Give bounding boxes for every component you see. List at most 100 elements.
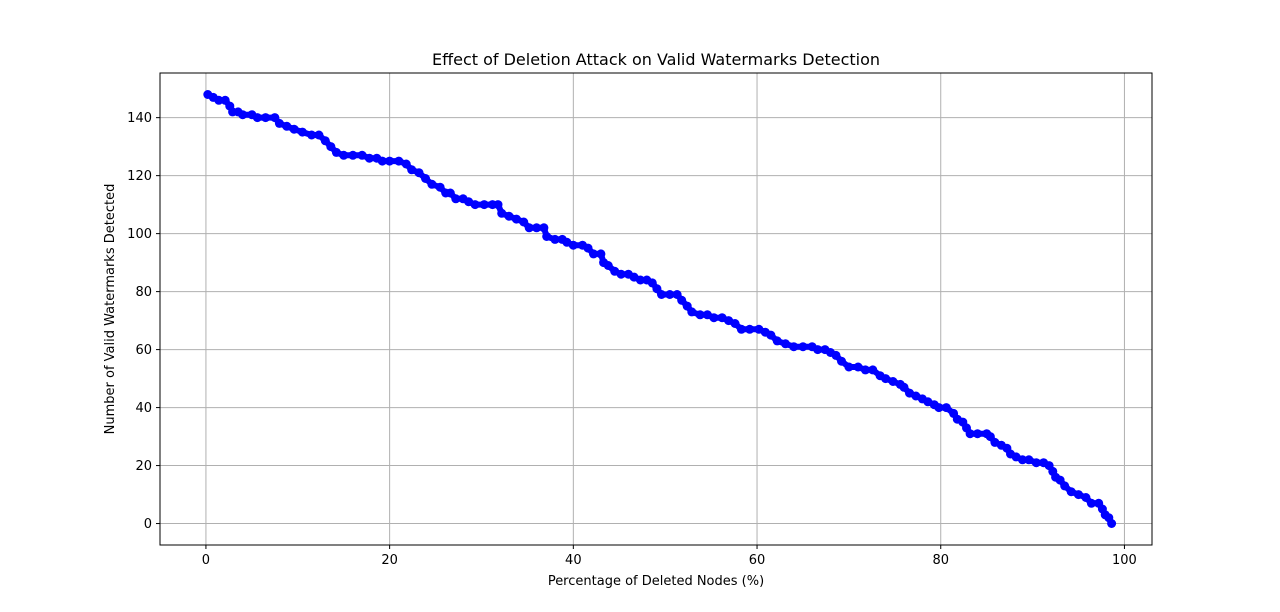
data-point — [274, 118, 284, 128]
data-point — [493, 200, 503, 210]
data-point — [320, 136, 330, 146]
data-point — [899, 382, 909, 392]
y-tick-label: 80 — [135, 285, 152, 300]
y-tick-label: 20 — [135, 459, 152, 474]
data-point — [657, 290, 666, 299]
data-point — [583, 243, 593, 253]
data-point — [297, 127, 307, 137]
data-point — [407, 165, 417, 175]
data-point — [1107, 519, 1117, 528]
data-point — [524, 223, 534, 233]
y-tick-label: 120 — [127, 169, 152, 184]
data-point — [326, 142, 336, 152]
data-point — [339, 150, 349, 160]
data-point — [589, 249, 598, 259]
data-point — [394, 156, 404, 166]
data-point — [1081, 493, 1091, 502]
data-point — [542, 232, 552, 241]
y-tick-label: 40 — [135, 401, 152, 416]
data-point — [568, 240, 578, 250]
data-point — [888, 377, 898, 386]
data-point — [497, 208, 507, 218]
data-point — [709, 313, 719, 323]
data-point — [470, 200, 480, 210]
plot-frame — [159, 72, 1153, 546]
data-point — [479, 200, 489, 210]
data-point — [1074, 490, 1083, 500]
data-point — [357, 150, 367, 160]
x-tick-label: 40 — [565, 553, 582, 568]
data-point — [314, 130, 324, 140]
data-point — [730, 319, 740, 328]
y-tick-label: 0 — [144, 517, 152, 532]
y-tick-label: 60 — [135, 343, 152, 358]
data-point — [616, 269, 626, 279]
data-point — [385, 156, 395, 166]
data-point — [421, 174, 430, 183]
data-point — [687, 307, 697, 317]
data-point — [511, 214, 521, 224]
data-point — [844, 362, 854, 372]
data-point — [238, 110, 248, 120]
data-point — [1024, 455, 1034, 465]
data-point — [1086, 498, 1096, 508]
data-point — [414, 168, 424, 178]
x-tick-label: 100 — [1112, 553, 1137, 568]
grid — [160, 73, 1152, 545]
data-point — [282, 121, 292, 131]
data-point — [766, 330, 776, 340]
data-point — [307, 130, 317, 140]
data-point — [1066, 487, 1076, 497]
data-point — [377, 156, 387, 166]
data-point — [401, 159, 411, 169]
data-point — [603, 261, 613, 270]
data-point — [965, 429, 975, 439]
data-point — [435, 182, 445, 192]
data-point — [331, 147, 341, 157]
x-tick-label: 60 — [749, 553, 766, 568]
data-point — [881, 374, 891, 384]
data-point — [973, 429, 982, 439]
data-point — [665, 290, 675, 299]
data-point — [831, 350, 841, 360]
data-point — [1031, 458, 1041, 468]
data-point — [519, 217, 529, 227]
data-point — [364, 153, 374, 163]
data-point — [504, 211, 514, 221]
data-point — [252, 113, 262, 123]
data-point — [532, 223, 542, 233]
data-point — [860, 365, 870, 375]
data-point — [941, 403, 951, 413]
x-tick-label: 20 — [381, 553, 398, 568]
data-point — [261, 113, 271, 123]
data-point — [789, 342, 799, 352]
data-point — [596, 249, 606, 259]
data-point — [635, 275, 645, 285]
data-point — [868, 365, 878, 375]
data-point — [736, 324, 746, 334]
data-point — [1018, 455, 1027, 465]
data-point — [348, 150, 358, 160]
chart-title: Effect of Deletion Attack on Valid Water… — [432, 50, 880, 69]
x-tick-label: 80 — [932, 553, 949, 568]
data-point — [539, 223, 549, 233]
data-point — [677, 295, 687, 305]
data-point — [837, 356, 846, 366]
data-point — [550, 234, 560, 244]
data-point — [813, 345, 823, 355]
data-point — [289, 124, 299, 134]
ticks: 0 20 40 60 80 100 0 20 40 60 80 100 120 140 — [127, 111, 1137, 568]
x-tick-label: 0 — [202, 553, 210, 568]
data-point — [934, 403, 944, 413]
series-layer — [203, 90, 1117, 528]
x-axis-label: Percentage of Deleted Nodes (%) — [548, 574, 764, 589]
data-point — [1060, 481, 1070, 491]
data-point — [853, 362, 863, 372]
data-point — [451, 194, 461, 204]
data-point — [427, 179, 437, 189]
data-point — [781, 339, 790, 349]
data-point — [772, 336, 782, 346]
data-point — [445, 188, 455, 198]
